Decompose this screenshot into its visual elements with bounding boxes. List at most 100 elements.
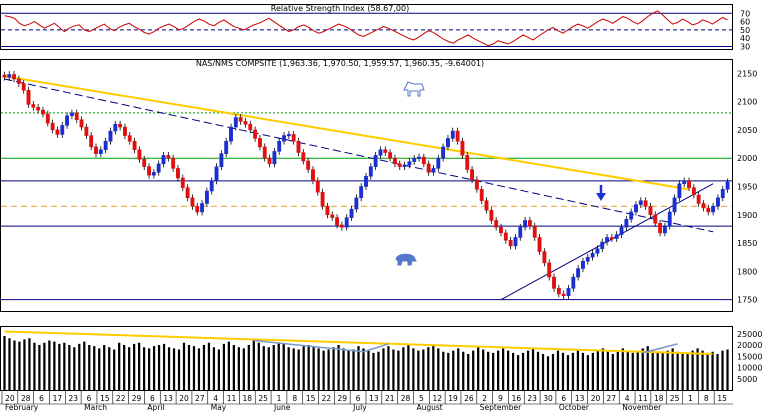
volume-bar <box>237 347 240 390</box>
volume-bar <box>536 351 540 390</box>
volume-bar <box>372 352 375 390</box>
volume-bar <box>586 355 590 390</box>
price-tick-label: 2050 <box>737 126 757 135</box>
price-candle <box>243 121 248 125</box>
price-candle <box>315 180 320 193</box>
price-candle <box>2 74 7 78</box>
price-candle <box>716 197 720 207</box>
volume-trendline <box>4 330 713 355</box>
date-tick-label: 11 <box>638 394 648 403</box>
date-tick-label: 16 <box>512 394 522 403</box>
date-tick-label: 15 <box>306 394 316 403</box>
price-candle <box>156 163 161 173</box>
volume-bar <box>591 352 594 390</box>
price-candle <box>185 187 190 199</box>
rsi-tick-label: 40 <box>740 34 750 43</box>
volume-bar <box>103 345 106 390</box>
volume-bar <box>666 350 669 390</box>
price-candle <box>672 197 677 213</box>
date-tick-label: 29 <box>132 394 142 403</box>
volume-bar <box>721 350 724 390</box>
volume-bar <box>711 351 714 390</box>
price-candle <box>638 200 643 205</box>
price-candle <box>581 260 585 269</box>
month-label: August <box>416 403 442 412</box>
volume-bar <box>247 345 250 390</box>
price-candle <box>127 135 132 142</box>
price-candle <box>421 156 426 165</box>
price-candle <box>662 225 667 234</box>
month-label: June <box>273 403 291 412</box>
volume-bar <box>267 347 270 390</box>
price-candle <box>687 180 691 188</box>
volume-bar <box>546 356 550 390</box>
price-candle <box>74 112 79 120</box>
date-tick-label: 6 <box>39 394 44 403</box>
price-candle <box>224 140 229 154</box>
volume-bar <box>681 354 684 390</box>
month-label: October <box>559 403 590 412</box>
price-candle <box>595 248 600 254</box>
price-candle <box>696 194 701 204</box>
volume-bar <box>332 347 335 390</box>
volume-bar <box>576 350 580 390</box>
volume-bar <box>53 341 56 390</box>
price-candle <box>277 140 282 152</box>
price-candle <box>407 161 412 166</box>
price-candle <box>479 189 484 201</box>
volume-bar <box>277 342 280 390</box>
rsi-panel <box>0 4 733 50</box>
price-candle <box>701 203 706 209</box>
date-tick-label: 5 <box>419 394 424 403</box>
price-candle <box>229 126 233 142</box>
price-tick-label: 2150 <box>737 69 757 78</box>
price-candle <box>494 220 499 228</box>
volume-bar <box>352 349 355 390</box>
volume-bar <box>322 350 325 390</box>
price-candle <box>176 168 180 179</box>
volume-bar <box>162 343 166 390</box>
volume-bar <box>397 350 400 390</box>
price-candle <box>629 211 634 220</box>
price-candle <box>84 126 89 136</box>
month-label: May <box>211 403 227 412</box>
price-candle <box>605 237 609 243</box>
volume-bar <box>48 340 51 390</box>
volume-bar <box>142 347 146 390</box>
volume-bar <box>407 345 410 390</box>
price-candle <box>311 169 315 182</box>
price-candle <box>142 159 147 167</box>
price-tick-label: 1800 <box>737 267 757 276</box>
price-candle <box>359 186 364 199</box>
volume-bar <box>581 352 585 390</box>
volume-bar <box>382 348 385 390</box>
volume-bar <box>506 350 510 390</box>
price-candle <box>561 293 566 296</box>
price-candle <box>248 124 253 131</box>
volume-bar <box>621 348 624 390</box>
volume-bar <box>402 347 405 390</box>
volume-bar <box>123 345 126 390</box>
price-candle <box>373 155 378 167</box>
volume-bar <box>531 348 535 390</box>
price-candle <box>233 117 238 128</box>
rsi-tick-label: 60 <box>740 18 750 27</box>
volume-bar <box>197 348 201 390</box>
volume-bar <box>18 341 21 390</box>
volume-bar <box>541 354 545 390</box>
volume-bar <box>242 348 245 390</box>
price-candle <box>69 112 74 117</box>
volume-bar <box>13 340 16 390</box>
volume-bar <box>43 342 46 390</box>
volume-bar <box>691 350 694 390</box>
price-candle <box>195 206 200 213</box>
volume-bar <box>167 347 171 390</box>
price-candle <box>667 211 672 227</box>
price-candle <box>392 157 397 165</box>
volume-bar <box>706 352 709 390</box>
volume-bar <box>571 352 575 390</box>
volume-bar <box>3 336 6 390</box>
price-candle <box>725 181 730 190</box>
volume-bar <box>227 341 230 390</box>
rsi-tick-label: 50 <box>740 26 750 35</box>
